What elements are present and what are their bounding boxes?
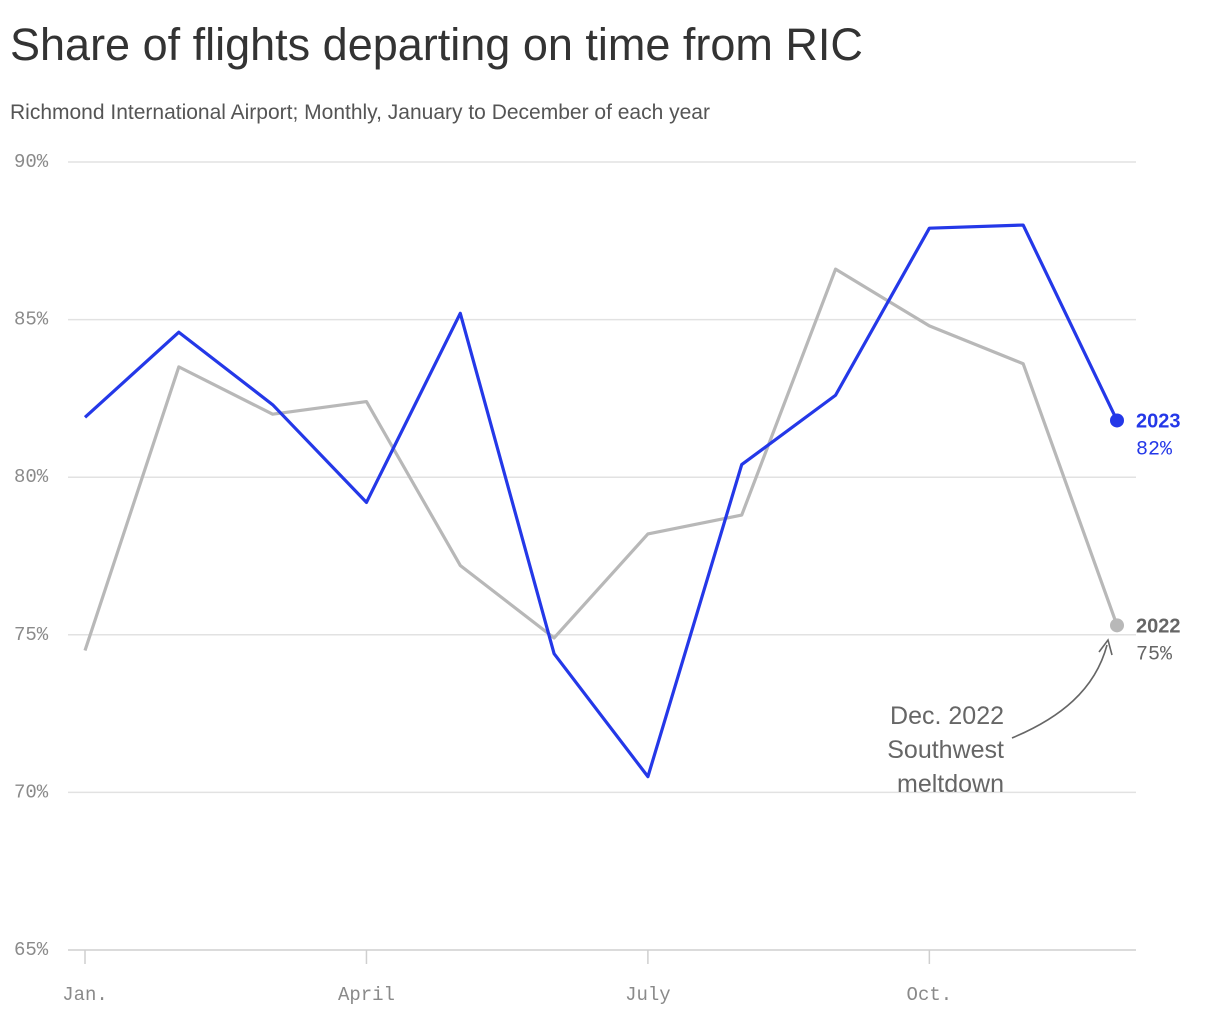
series-line [83,223,1119,779]
annotation-arrow [1011,644,1108,739]
y-tick-label: 65% [14,939,49,961]
x-tick-label: Oct. [907,984,953,1006]
value-label: 82% [1136,439,1173,462]
y-tick-label: 75% [14,624,49,646]
y-tick-label: 80% [14,466,49,488]
lines: 2022 75% 2023 82% [83,223,1181,779]
chart-title: Share of flights departing on time from … [10,19,863,70]
y-tick-label: 90% [14,151,49,173]
value-label: 75% [1136,644,1173,667]
annotation-text: meltdown [897,770,1004,798]
chart-subtitle: Richmond International Airport; Monthly,… [10,101,710,124]
series-line [83,267,1119,652]
annotation-text: Southwest [887,736,1004,764]
y-tick-label: 70% [14,781,49,803]
x-tick-label: July [625,984,671,1006]
grid: 65% 70% 75% 80% 85% 90% Jan. April July Oct. [14,151,1136,1006]
x-tick-label: April [338,984,395,1006]
annotation-text: Dec. 2022 [890,702,1004,730]
end-point [1110,618,1124,633]
annotation: Dec. 2022 Southwest meltdown [887,638,1113,798]
annotation-arrowhead [1098,638,1113,656]
legend-label: 2022 [1136,616,1181,638]
x-tick-label: Jan. [62,984,108,1006]
y-tick-label: 85% [14,309,49,331]
end-point [1110,413,1124,428]
legend-label: 2023 [1136,411,1181,433]
